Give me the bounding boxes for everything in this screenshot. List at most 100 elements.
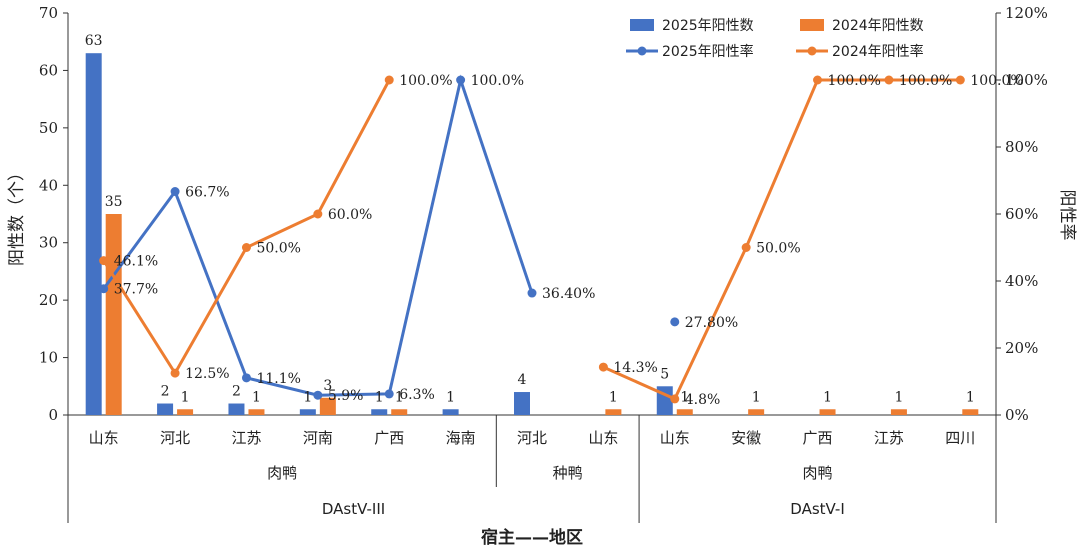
y-tick-label: 50: [39, 119, 58, 137]
series-point: [813, 75, 823, 85]
bar-label: 1: [966, 389, 975, 405]
series-line: [602, 78, 961, 401]
axes: 0 10 20 30 40 50 60 70 0% 20% 40% 60% 80% 100% 120% 山东 河…: [39, 4, 1048, 523]
bar: [514, 392, 530, 415]
y2-tick-label: 120%: [1005, 4, 1048, 22]
x-tick-label: 河北: [160, 429, 190, 447]
series-point: [170, 368, 180, 378]
series-point: [741, 243, 751, 252]
point-label: 6.3%: [399, 387, 435, 403]
bar: [371, 409, 388, 415]
point-label: 12.5%: [185, 366, 229, 382]
bar: [605, 409, 622, 415]
x-tick-label: 山东: [588, 429, 618, 447]
group-label-host: 种鸭: [553, 464, 583, 482]
bar: [248, 409, 265, 415]
bar: [299, 409, 316, 415]
group-label-virus: DAstV-I: [790, 500, 844, 518]
legend-label: 2025年阳性率: [662, 43, 754, 60]
bar-label: 1: [680, 389, 689, 405]
bar-label: 2: [161, 384, 170, 400]
x-tick-label: 广西: [374, 429, 404, 447]
x-tick-label: 河北: [517, 429, 547, 447]
y-tick-label: 0: [48, 406, 58, 424]
point-label: 100.0%: [828, 73, 881, 89]
x-tick-label: 河南: [303, 429, 333, 447]
y2-tick-label: 0%: [1005, 406, 1029, 424]
legend-swatch: [630, 19, 654, 31]
bars: [85, 53, 979, 415]
x-tick-label: 山东: [89, 429, 119, 447]
point-label: 100.0%: [471, 73, 524, 89]
point-label: 36.40%: [542, 286, 595, 302]
y-tick-label: 20: [39, 291, 58, 309]
point-label: 100.0%: [399, 73, 452, 89]
bar-label: 5: [660, 366, 669, 382]
legend-marker: [637, 46, 647, 56]
series-point: [955, 75, 965, 85]
legend-marker: [807, 46, 817, 56]
series-point: [241, 243, 251, 252]
bar-label: 1: [181, 389, 190, 405]
y-tick-label: 30: [39, 234, 58, 252]
y-axis-title: 阳性数（个）: [7, 164, 27, 266]
bar-label: 3: [323, 378, 332, 394]
bar: [676, 409, 693, 415]
y-tick-label: 10: [39, 349, 58, 367]
bar: [962, 409, 979, 415]
y2-tick-label: 60%: [1005, 205, 1038, 223]
point-label: 50.0%: [756, 241, 800, 257]
point-label: 14.3%: [613, 360, 657, 376]
group-label-host: 肉鸭: [803, 464, 833, 482]
series-point: [598, 362, 608, 372]
series-point: [670, 394, 680, 404]
series-point: [884, 75, 894, 85]
bar-label: 35: [105, 194, 123, 210]
bar: [391, 409, 408, 415]
point-label: 11.1%: [256, 371, 300, 387]
bar-label: 1: [609, 389, 618, 405]
bar-label: 1: [395, 389, 404, 405]
point-label: 37.7%: [114, 282, 158, 298]
y2-tick-label: 80%: [1005, 138, 1038, 156]
legend-label: 2024年阳性率: [832, 43, 924, 60]
bar-label: 1: [252, 389, 261, 405]
series-point: [670, 317, 680, 327]
bar-label: 1: [894, 389, 903, 405]
point-label: 27.80%: [685, 315, 738, 331]
point-label: 100.0%: [970, 73, 1023, 89]
y-tick-label: 60: [39, 61, 58, 79]
series-point: [313, 209, 323, 219]
bar: [228, 403, 245, 415]
point-label: 5.9%: [328, 388, 364, 404]
bar: [442, 409, 459, 415]
legend: 2025年阳性数 2024年阳性数 2025年阳性率 2024年阳性率: [626, 18, 924, 60]
legend-swatch: [800, 19, 824, 31]
x-tick-label: 安徽: [731, 429, 761, 447]
bar-label: 4: [518, 372, 527, 388]
bar: [177, 409, 194, 415]
y2-tick-label: 40%: [1005, 272, 1038, 290]
y2-tick-label: 20%: [1005, 339, 1038, 357]
series-point: [384, 389, 394, 399]
bar-label: 1: [752, 389, 761, 405]
lines: [99, 74, 965, 404]
bar: [319, 397, 336, 415]
group-label-host: 肉鸭: [267, 464, 297, 482]
y2-axis-title: 阳性率: [1057, 190, 1077, 241]
bar-label: 1: [446, 389, 455, 405]
bar-label: 1: [823, 389, 832, 405]
group-label-virus: DAstV-III: [322, 500, 385, 518]
bar: [105, 214, 122, 415]
bar: [85, 53, 102, 415]
legend-label: 2024年阳性数: [832, 18, 924, 34]
series-point: [241, 373, 251, 383]
series-point: [456, 75, 466, 85]
point-label: 60.0%: [328, 207, 372, 223]
x-tick-label: 江苏: [874, 429, 904, 447]
bar: [819, 409, 836, 415]
x-tick-label: 山东: [660, 429, 690, 447]
series-point: [170, 187, 180, 197]
